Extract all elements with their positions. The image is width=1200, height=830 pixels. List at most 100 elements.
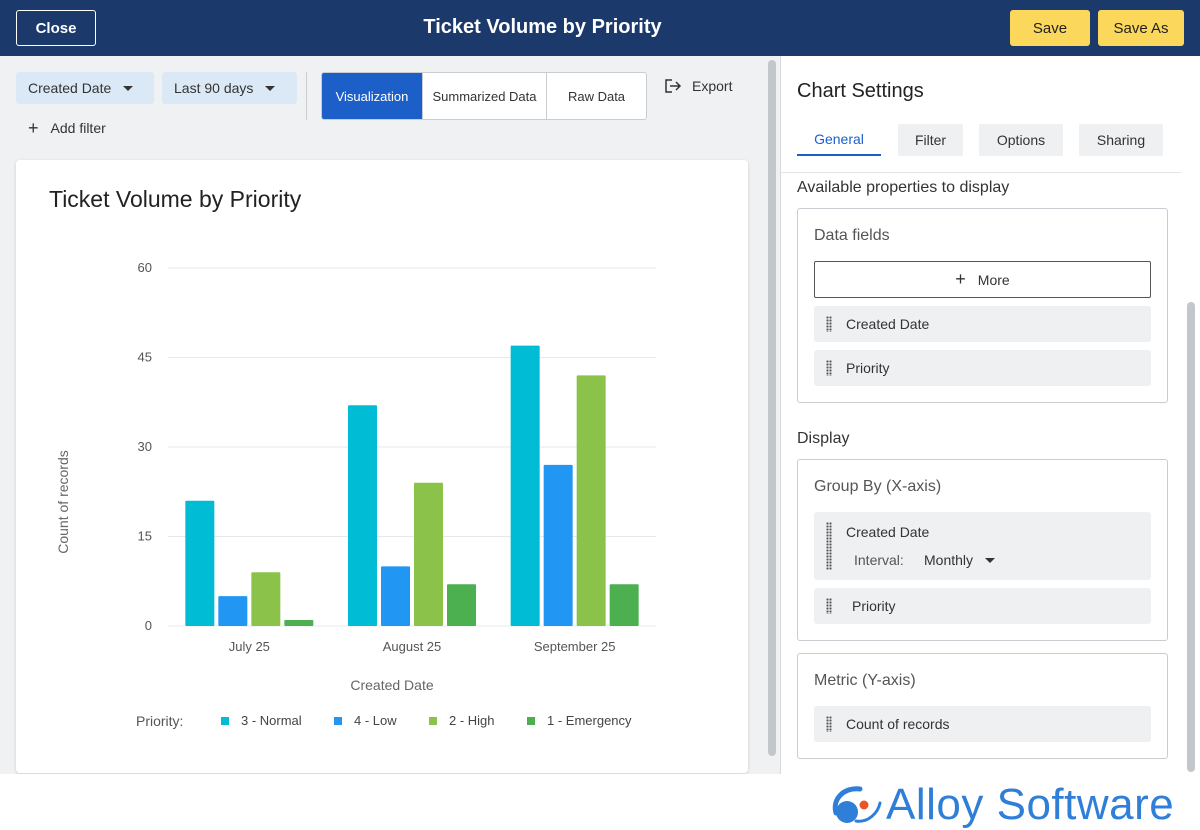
tab-raw-data[interactable]: Raw Data [546, 73, 646, 119]
plus-icon: + [955, 269, 966, 289]
right-scrollbar-thumb[interactable] [1187, 302, 1195, 772]
date-range-label: Last 90 days [174, 80, 254, 96]
group-by-field[interactable]: Priority [814, 588, 1151, 624]
plus-icon: + [28, 118, 39, 138]
save-as-button[interactable]: Save As [1098, 10, 1184, 46]
legend-entry: 2 - High [449, 713, 495, 728]
logo-mark-icon [832, 786, 882, 823]
bar [284, 620, 314, 626]
chevron-down-icon [985, 557, 996, 563]
panel-divider [780, 56, 781, 774]
bar [447, 584, 476, 626]
metric-box: Metric (Y-axis) Count of records [797, 653, 1168, 759]
legend-entry: 4 - Low [354, 713, 397, 728]
report-area: Created Date Last 90 days Visualization … [0, 56, 765, 774]
bar [414, 482, 443, 626]
y-tick-label: 45 [138, 350, 152, 365]
tab-visualization[interactable]: Visualization [322, 73, 422, 119]
chart-settings-panel: Chart Settings General Filter Options Sh… [781, 56, 1200, 774]
tab-sharing[interactable]: Sharing [1079, 124, 1163, 156]
bar [218, 596, 248, 626]
bar [185, 500, 215, 626]
chevron-down-icon [265, 85, 276, 91]
metric-title: Metric (Y-axis) [814, 672, 916, 689]
drag-handle-icon[interactable] [826, 716, 832, 732]
add-filter-label: Add filter [50, 120, 106, 136]
date-range-dropdown[interactable]: Last 90 days [162, 72, 297, 104]
drag-handle-icon[interactable] [826, 316, 832, 332]
drag-handle-icon[interactable] [826, 360, 832, 376]
toolbar-divider [306, 72, 307, 120]
group-by-field-label: Priority [852, 598, 896, 614]
bar [251, 572, 281, 626]
export-icon [665, 79, 682, 93]
bar [609, 584, 639, 626]
tab-options[interactable]: Options [979, 124, 1063, 156]
legend-swatch [429, 717, 437, 725]
x-tick-label: August 25 [383, 639, 442, 654]
footer [0, 774, 1200, 829]
tab-general[interactable]: General [797, 124, 881, 156]
data-field-label: Priority [846, 360, 890, 376]
tab-summarized-data[interactable]: Summarized Data [422, 73, 546, 119]
data-fields-title: Data fields [814, 227, 890, 244]
metric-field-label: Count of records [846, 716, 950, 732]
settings-title: Chart Settings [797, 80, 924, 102]
top-bar: Close Ticket Volume by Priority Save Sav… [0, 0, 1200, 56]
tab-filter[interactable]: Filter [898, 124, 963, 156]
group-by-box: Group By (X-axis) Created Date Interval:… [797, 459, 1168, 641]
data-field-item[interactable]: Priority [814, 350, 1151, 386]
group-by-field-label: Created Date [846, 524, 930, 540]
available-properties-label: Available properties to display [797, 179, 1010, 196]
drag-handle-icon[interactable] [826, 598, 832, 614]
legend-swatch [221, 717, 229, 725]
bar [510, 345, 540, 626]
interval-value: Monthly [924, 552, 974, 568]
data-field-item[interactable]: Created Date [814, 306, 1151, 342]
group-by-title: Group By (X-axis) [814, 478, 942, 495]
x-tick-label: September 25 [534, 639, 616, 654]
more-label: More [977, 271, 1010, 288]
chart-card: Ticket Volume by Priority 0 15 30 45 60 July … [16, 160, 748, 773]
logo-text: Alloy Software [886, 780, 1175, 829]
y-axis-label: Count of records [55, 450, 71, 554]
page-title: Ticket Volume by Priority [423, 16, 662, 38]
drag-handle-icon[interactable] [826, 522, 832, 570]
add-filter-button[interactable]: + Add filter [28, 118, 106, 138]
chart-title: Ticket Volume by Priority [49, 186, 302, 212]
bar [381, 566, 410, 626]
y-tick-label: 15 [138, 529, 152, 544]
export-label: Export [692, 78, 733, 94]
x-axis-label: Created Date [350, 677, 433, 693]
date-field-dropdown[interactable]: Created Date [16, 72, 154, 104]
y-tick-label: 30 [138, 439, 152, 454]
group-by-field[interactable]: Created Date Interval: Monthly [814, 512, 1151, 580]
y-tick-label: 0 [145, 618, 152, 633]
left-scrollbar-thumb[interactable] [768, 60, 776, 756]
y-tick-label: 60 [138, 260, 152, 275]
alloy-software-logo: Alloy Software [830, 780, 1174, 830]
chevron-down-icon [123, 85, 134, 91]
legend-title: Priority: [136, 713, 183, 729]
export-button[interactable]: Export [664, 78, 732, 94]
tab-underline [781, 172, 1181, 173]
close-button[interactable]: Close [16, 10, 96, 46]
bar [576, 375, 606, 626]
save-button[interactable]: Save [1010, 10, 1090, 46]
data-field-label: Created Date [846, 316, 930, 332]
bar [348, 405, 377, 626]
bar-chart: 0 15 30 45 60 July 25 August 25 September 25 Cre… [55, 260, 656, 729]
bar [543, 464, 573, 626]
metric-field[interactable]: Count of records [814, 706, 1151, 742]
data-fields-box: Data fields + More Created Date Priority [797, 208, 1168, 403]
legend-entry: 3 - Normal [241, 713, 302, 728]
x-tick-label: July 25 [229, 639, 270, 654]
legend-swatch [527, 717, 535, 725]
interval-dropdown[interactable]: Monthly [924, 552, 996, 568]
display-label: Display [797, 430, 850, 447]
interval-label: Interval: [854, 552, 904, 568]
more-fields-button[interactable]: + More [814, 261, 1151, 298]
legend-entry: 1 - Emergency [547, 713, 632, 728]
view-switcher: Visualization Summarized Data Raw Data [321, 72, 647, 120]
date-field-label: Created Date [28, 80, 112, 96]
